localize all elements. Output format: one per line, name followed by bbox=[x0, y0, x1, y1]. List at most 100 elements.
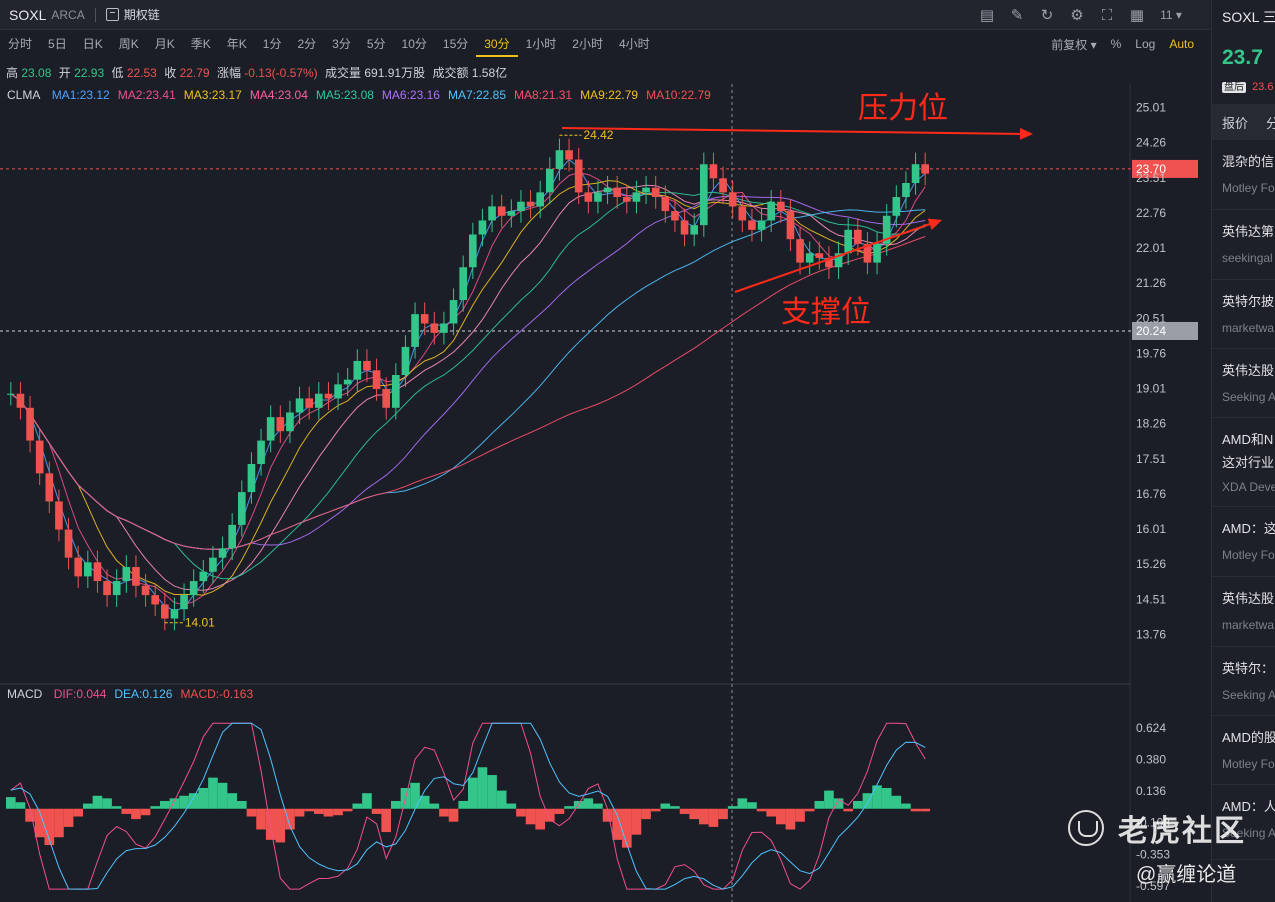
price-tick-label: 22.76 bbox=[1136, 206, 1166, 220]
macd-histogram-bar bbox=[881, 788, 892, 809]
grid-icon[interactable]: ▦ bbox=[1129, 7, 1145, 24]
candle-body bbox=[805, 253, 814, 263]
period-tab[interactable]: 年K bbox=[226, 37, 247, 51]
macd-histogram-bar bbox=[901, 803, 911, 809]
period-tab[interactable]: 30分 bbox=[476, 31, 518, 57]
period-tab[interactable]: 10分 bbox=[401, 37, 427, 51]
macd-histogram-bar bbox=[342, 808, 353, 812]
period-tab[interactable]: 季K bbox=[190, 37, 211, 51]
low-value: 22.53 bbox=[126, 66, 157, 80]
macd-histogram-bar bbox=[92, 795, 103, 809]
period-tab[interactable]: 2小时 bbox=[572, 37, 603, 51]
price-chart[interactable]: 23.70 20.24 25.01 24.26 23.51 22.76 22.01 21.2… bbox=[0, 0, 1210, 902]
moving-average-line bbox=[10, 195, 926, 550]
macd-histogram-bar bbox=[583, 798, 594, 809]
expand-icon[interactable]: ⛶ bbox=[1101, 6, 1113, 24]
macd-histogram-bar bbox=[477, 767, 488, 809]
news-item[interactable]: 英特尔披 marketwa bbox=[1212, 280, 1275, 349]
candle-body bbox=[854, 229, 862, 244]
macd-histogram-bar bbox=[747, 802, 757, 809]
news-title: 英伟达股 bbox=[1222, 591, 1275, 606]
news-item[interactable]: 英伟达股 marketwa bbox=[1212, 577, 1275, 647]
tab-quote[interactable]: 报价 bbox=[1222, 115, 1249, 131]
moving-average-line bbox=[10, 209, 926, 550]
period-tab[interactable]: 月K bbox=[154, 37, 175, 51]
news-item[interactable]: 英伟达股 Seeking A bbox=[1212, 349, 1275, 418]
chart-icon[interactable]: ▤ bbox=[979, 7, 995, 24]
option-chain-button[interactable]: 期权链 bbox=[105, 6, 160, 23]
close-label: 收 bbox=[164, 66, 177, 80]
macd-histogram-bar bbox=[602, 808, 613, 822]
macd-histogram-bar bbox=[641, 808, 651, 820]
symbol-label[interactable]: SOXL bbox=[9, 6, 47, 23]
macd-histogram-bar bbox=[227, 793, 237, 809]
macd-histogram-bar bbox=[352, 803, 363, 809]
period-tab[interactable]: 2分 bbox=[297, 37, 317, 51]
news-item[interactable]: AMD：人 Seeking A bbox=[1212, 785, 1275, 860]
open-value: 22.93 bbox=[74, 66, 105, 80]
period-tab[interactable]: 15分 bbox=[442, 37, 469, 51]
gear-icon[interactable]: ⚙ bbox=[1070, 7, 1084, 24]
macd-histogram-bar bbox=[429, 803, 440, 809]
period-tab[interactable]: 3分 bbox=[332, 37, 351, 51]
log-toggle[interactable]: Log bbox=[1135, 37, 1156, 51]
period-tab[interactable]: 1小时 bbox=[525, 37, 557, 51]
percent-toggle[interactable]: % bbox=[1110, 37, 1122, 51]
news-item[interactable]: 混杂的信 Motley Fo bbox=[1212, 140, 1275, 210]
macd-histogram-bar bbox=[468, 777, 478, 809]
period-tab[interactable]: 日K bbox=[82, 37, 103, 51]
rp-tabs: 报价 分 bbox=[1212, 104, 1275, 140]
macd-histogram-bar bbox=[718, 808, 728, 820]
ma-legend-item: MA2:23.41 bbox=[117, 88, 176, 102]
zoom-select[interactable]: 11 ▾ bbox=[1160, 8, 1182, 22]
macd-histogram-bar bbox=[910, 808, 921, 812]
tab-more[interactable]: 分 bbox=[1266, 113, 1275, 132]
candle-body bbox=[161, 604, 169, 619]
candle-body bbox=[584, 192, 593, 202]
author-watermark: @赢缠论道 bbox=[1136, 864, 1237, 886]
news-item[interactable]: 英特尔： Seeking A bbox=[1212, 647, 1275, 716]
macd-histogram-bar bbox=[111, 806, 122, 809]
moving-average-line bbox=[10, 236, 926, 550]
adjust-select[interactable]: 前复权 ▾ bbox=[1051, 37, 1097, 52]
period-tab[interactable]: 1分 bbox=[262, 37, 282, 51]
macd-histogram-bar bbox=[294, 808, 305, 817]
macd-histogram-bar bbox=[150, 806, 160, 809]
after-hours-price: 23.6 bbox=[1252, 81, 1274, 93]
candle-body bbox=[372, 370, 381, 390]
macd-legend: MACD DIF:0.044 DEA:0.126 MACD:-0.163 bbox=[7, 687, 269, 701]
period-tab[interactable]: 分时 bbox=[8, 37, 33, 51]
candle-body bbox=[103, 581, 111, 596]
resistance-annotation: 压力位 bbox=[858, 92, 948, 125]
macd-histogram-bar bbox=[833, 798, 844, 809]
macd-histogram-bar bbox=[73, 808, 83, 817]
rp-symbol[interactable]: SOXL 三 bbox=[1222, 9, 1275, 25]
macd-histogram-bar bbox=[237, 800, 247, 809]
period-tab[interactable]: 4小时 bbox=[618, 37, 650, 51]
news-item[interactable]: AMD：这 Motley Fo bbox=[1212, 507, 1275, 577]
news-title: AMD的股 bbox=[1222, 730, 1275, 745]
candle-body bbox=[834, 253, 843, 268]
period-tab[interactable]: 5日 bbox=[48, 37, 67, 51]
candle-body bbox=[353, 360, 362, 380]
price-tick-label: 23.51 bbox=[1136, 171, 1166, 185]
period-tab[interactable]: 5分 bbox=[366, 37, 386, 51]
auto-toggle[interactable]: Auto bbox=[1169, 37, 1194, 51]
news-item[interactable]: 英伟达第 seekingal bbox=[1212, 210, 1275, 280]
quote-line: 高 23.08 开 22.93 低 22.53 收 22.79 涨幅 -0.13… bbox=[6, 64, 511, 81]
period-tab[interactable]: 周K bbox=[118, 37, 139, 51]
candle-body bbox=[132, 567, 140, 586]
refresh-icon[interactable]: ↻ bbox=[1040, 7, 1054, 24]
news-title: 英特尔： bbox=[1222, 661, 1275, 676]
high-marker-label: 24.42 bbox=[583, 128, 613, 142]
draw-icon[interactable]: ✎ bbox=[1010, 7, 1024, 24]
macd-tick-label: 0.624 bbox=[1136, 721, 1166, 735]
candle-body bbox=[777, 201, 785, 212]
indicator-title[interactable]: CLMA bbox=[7, 88, 41, 102]
ma-legend-item: MA8:21.31 bbox=[514, 88, 573, 102]
macd-title[interactable]: MACD bbox=[7, 687, 43, 701]
candle-body bbox=[228, 524, 236, 549]
news-item[interactable]: AMD的股 Motley Fo bbox=[1212, 716, 1275, 785]
news-item[interactable]: AMD和N 这对行业 XDA Deve bbox=[1212, 418, 1275, 507]
macd-legend-item: DEA:0.126 bbox=[114, 687, 173, 701]
